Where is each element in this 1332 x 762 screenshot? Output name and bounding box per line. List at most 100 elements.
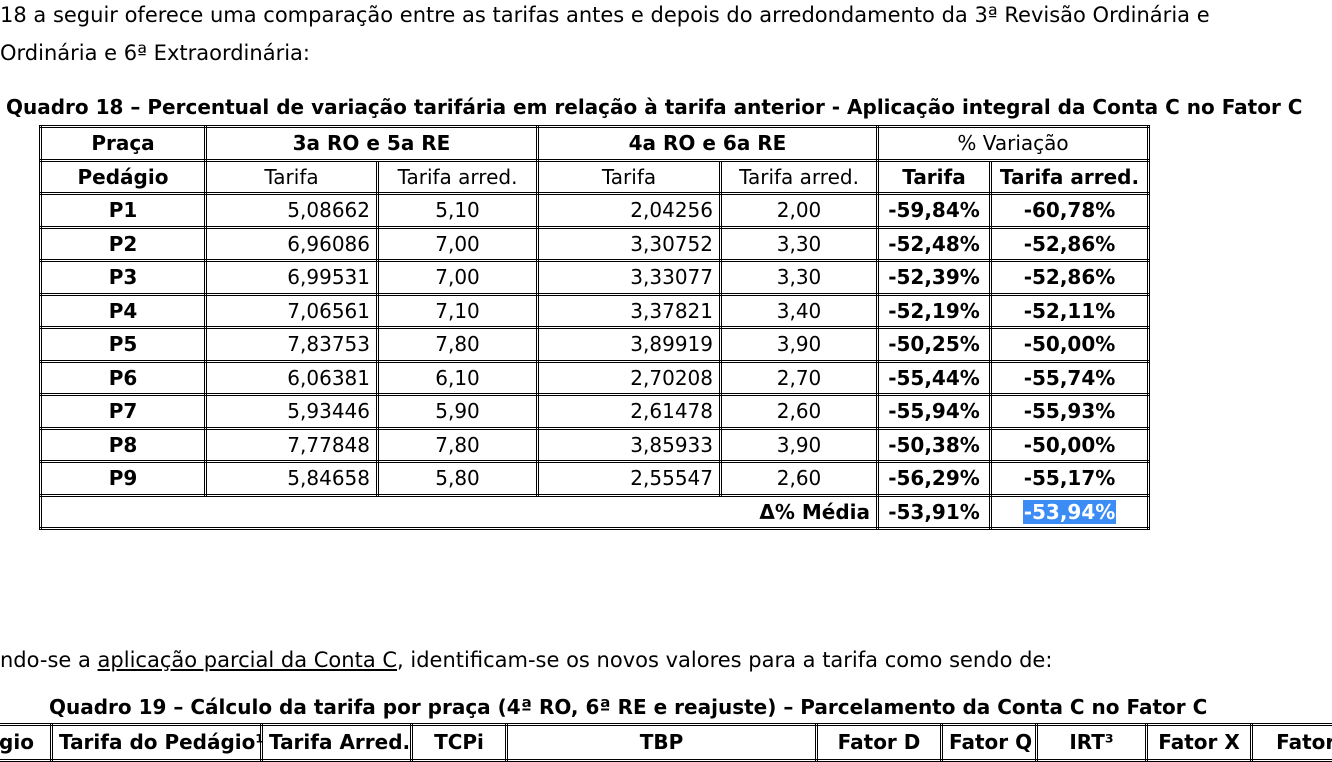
header-pedagio: Pedágio [41,160,206,194]
quadro19-header-cell: Fator Q [942,725,1037,761]
tarifa-arred-1-cell: 6,10 [378,361,538,395]
praca-cell: P5 [41,328,206,362]
tarifa-arred-1-cell: 7,80 [378,428,538,462]
tarifa-arred-1-cell: 5,90 [378,395,538,429]
header-tarifa-2: Tarifa [538,160,721,194]
footer-row: Δ% Média -53,91% -53,94% [41,495,1149,529]
praca-cell: P7 [41,395,206,429]
variacao-tarifa-cell: -52,48% [878,227,991,261]
praca-cell: P1 [41,194,206,228]
praca-cell: P2 [41,227,206,261]
paragraph-line-1: 18 a seguir oferece uma comparação entre… [0,3,1210,27]
variacao-tarifa-cell: -50,25% [878,328,991,362]
header-row-2: Pedágio Tarifa Tarifa arred. Tarifa Tari… [41,160,1149,194]
tarifa-1-cell: 6,96086 [206,227,378,261]
variacao-tarifa-cell: -55,94% [878,395,991,429]
tarifa-arred-2-cell: 2,60 [721,395,878,429]
tarifa-arred-1-cell: 5,10 [378,194,538,228]
praca-cell: P3 [41,261,206,295]
praca-cell: P8 [41,428,206,462]
tarifa-arred-1-cell: 5,80 [378,462,538,496]
quadro19-header-cell: Fator X [1147,725,1252,761]
tarifa-arred-1-cell: 7,00 [378,261,538,295]
header-tarifa-arred-2: Tarifa arred. [721,160,878,194]
selected-text[interactable]: -53,94% [1023,500,1117,524]
header-row-1: Praça 3a RO e 5a RE 4a RO e 6a RE % Vari… [41,127,1149,161]
tarifa-2-cell: 3,33077 [538,261,721,295]
footer-media-label: Δ% Média [41,495,878,529]
header-tarifa-var: Tarifa [878,160,991,194]
praca-cell: P4 [41,294,206,328]
variacao-arred-cell: -55,74% [991,361,1149,395]
tarifa-arred-1-cell: 7,80 [378,328,538,362]
tarifa-2-cell: 2,61478 [538,395,721,429]
tarifa-1-cell: 7,83753 [206,328,378,362]
tarifa-1-cell: 5,08662 [206,194,378,228]
quadro18-table: Praça 3a RO e 5a RE 4a RO e 6a RE % Vari… [39,125,1150,530]
tarifa-arred-2-cell: 2,70 [721,361,878,395]
tarifa-1-cell: 5,93446 [206,395,378,429]
variacao-arred-cell: -52,86% [991,261,1149,295]
tarifa-arred-2-cell: 3,40 [721,294,878,328]
variacao-tarifa-cell: -50,38% [878,428,991,462]
tarifa-arred-2-cell: 3,90 [721,328,878,362]
paragraph-2: ndo-se a aplicação parcial da Conta C, i… [0,648,1052,672]
header-praca: Praça [41,127,206,161]
header-tarifa-1: Tarifa [206,160,378,194]
tarifa-arred-2-cell: 2,60 [721,462,878,496]
header-group-4a-ro: 4a RO e 6a RE [538,127,878,161]
tarifa-2-cell: 3,85933 [538,428,721,462]
praca-cell: P9 [41,462,206,496]
variacao-arred-cell: -60,78% [991,194,1149,228]
variacao-arred-cell: -50,00% [991,428,1149,462]
tarifa-1-cell: 7,06561 [206,294,378,328]
variacao-arred-cell: -52,11% [991,294,1149,328]
header-group-3a-ro: 3a RO e 5a RE [206,127,538,161]
quadro19-header-cell: TCPi [412,725,507,761]
tarifa-2-cell: 2,04256 [538,194,721,228]
tarifa-2-cell: 3,30752 [538,227,721,261]
quadro19-header-cell: Fator D [817,725,942,761]
quadro19-header-cell: gio [0,725,52,761]
header-tarifa-arred-1: Tarifa arred. [378,160,538,194]
variacao-tarifa-cell: -55,44% [878,361,991,395]
quadro19-caption: Quadro 19 – Cálculo da tarifa por praça … [49,695,1207,719]
quadro19-header-cell: Fator C [1252,725,1332,761]
praca-cell: P6 [41,361,206,395]
variacao-tarifa-cell: -59,84% [878,194,991,228]
paragraph-2-underlined: aplicação parcial da Conta C [98,648,398,672]
quadro19-header-cell: TBP [507,725,817,761]
tarifa-1-cell: 7,77848 [206,428,378,462]
variacao-arred-cell: -50,00% [991,328,1149,362]
tarifa-2-cell: 2,55547 [538,462,721,496]
tarifa-1-cell: 6,06381 [206,361,378,395]
tarifa-arred-2-cell: 3,90 [721,428,878,462]
quadro19-header-cell: IRT³ [1037,725,1147,761]
tarifa-2-cell: 3,37821 [538,294,721,328]
tarifa-arred-2-cell: 2,00 [721,194,878,228]
tarifa-2-cell: 3,89919 [538,328,721,362]
paragraph-2-end: , identificam-se os novos valores para a… [397,648,1052,672]
footer-media-tarifa: -53,91% [878,495,991,529]
tarifa-arred-1-cell: 7,00 [378,227,538,261]
variacao-tarifa-cell: -52,39% [878,261,991,295]
variacao-tarifa-cell: -52,19% [878,294,991,328]
tarifa-arred-2-cell: 3,30 [721,227,878,261]
tarifa-2-cell: 2,70208 [538,361,721,395]
variacao-arred-cell: -55,17% [991,462,1149,496]
header-tarifa-arred-var: Tarifa arred. [991,160,1149,194]
quadro18-caption: Quadro 18 – Percentual de variação tarif… [6,95,1302,119]
header-group-variacao: % Variação [878,127,1149,161]
paragraph-line-2: Ordinária e 6ª Extraordinária: [0,41,310,65]
footer-media-tarifa-arred[interactable]: -53,94% [991,495,1149,529]
